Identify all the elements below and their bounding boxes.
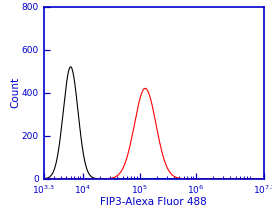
X-axis label: FIP3-Alexa Fluor 488: FIP3-Alexa Fluor 488	[100, 198, 207, 207]
Y-axis label: Count: Count	[10, 77, 20, 108]
